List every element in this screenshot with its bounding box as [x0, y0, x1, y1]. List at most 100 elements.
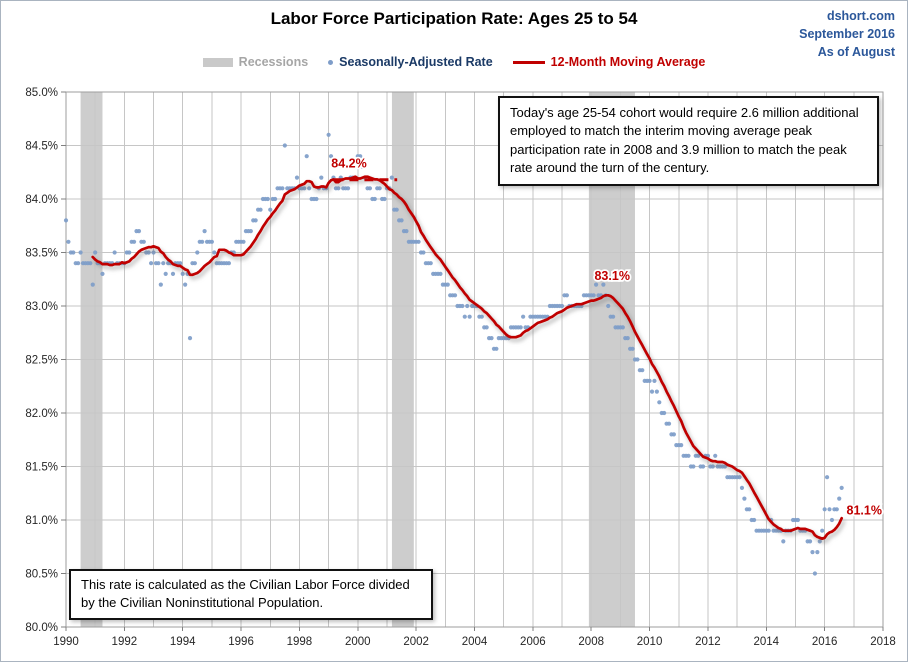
sa-rate-dot	[815, 550, 820, 555]
date-line: September 2016	[799, 27, 895, 41]
y-tick-label: 80.0%	[25, 622, 58, 634]
sa-rate-dot	[662, 410, 667, 416]
legend-label-recessions: Recessions	[238, 55, 309, 69]
sa-rate-dot	[180, 271, 185, 276]
sa-rate-dot	[326, 132, 331, 137]
sa-rate-dot	[90, 282, 95, 287]
y-tick-label: 81.5%	[25, 462, 58, 474]
legend-label-sa-rate: Seasonally-Adjusted Rate	[339, 55, 493, 69]
sa-rate-dot	[807, 539, 813, 544]
sa-rate-dot	[766, 528, 771, 533]
y-tick-label: 81.0%	[25, 515, 58, 527]
sa-rate-dot	[112, 250, 117, 255]
sa-rate-dot	[657, 400, 662, 405]
sa-rate-dot	[161, 261, 166, 266]
sa-rate-dot	[812, 571, 818, 576]
sa-rate-dot	[839, 485, 844, 490]
chart-title: Labor Force Participation Rate: Ages 25 …	[270, 9, 638, 28]
sa-rate-dot	[593, 282, 599, 287]
sa-rate-dot	[136, 229, 142, 234]
sa-rate-dot	[640, 368, 645, 373]
sa-rate-dot	[226, 261, 232, 266]
sa-rate-dot	[452, 293, 458, 298]
sa-rate-dot	[76, 261, 81, 266]
sa-rate-dot	[149, 261, 154, 266]
sa-rate-dot	[810, 550, 815, 555]
sa-rate-dot	[273, 196, 278, 202]
sa-rate-dot	[265, 196, 270, 202]
y-tick-label: 83.5%	[25, 248, 58, 260]
sa-rate-dot	[93, 250, 98, 255]
sa-rate-dot	[345, 186, 351, 191]
sa-rate-dot	[494, 346, 499, 351]
line-swatch-icon	[512, 60, 545, 64]
asof-line: As of August	[817, 45, 895, 59]
scatter-dot-swatch-icon	[328, 59, 334, 65]
sa-rate-dot	[127, 250, 132, 255]
x-tick-label: 2008	[578, 636, 604, 648]
sa-rate-dot	[686, 453, 691, 458]
y-tick-label: 84.5%	[25, 141, 58, 153]
sa-rate-dot	[438, 271, 443, 276]
sa-rate-dot	[610, 314, 616, 319]
y-tick-label: 85.0%	[25, 87, 58, 99]
sa-rate-dot	[389, 175, 394, 180]
sa-rate-dot	[479, 314, 484, 319]
sa-rate-dot	[489, 336, 494, 341]
sa-rate-dot	[666, 421, 672, 426]
annotation-81.1%: 81.1%	[847, 503, 882, 517]
sa-rate-dot	[304, 154, 309, 159]
sa-rate-dot	[280, 186, 285, 191]
sa-rate-dot	[625, 336, 630, 341]
sa-rate-dot	[336, 186, 341, 191]
sa-rate-dot	[399, 218, 404, 223]
sa-rate-dot	[630, 346, 635, 351]
sa-rate-dot	[467, 314, 472, 319]
sa-rate-dot	[71, 250, 76, 255]
sa-rate-dot	[200, 239, 205, 244]
sa-rate-dot	[620, 325, 625, 330]
sa-rate-dot	[647, 378, 652, 383]
sa-rate-dot	[282, 143, 287, 148]
sa-rate-dot	[564, 293, 569, 298]
sa-rate-dot	[258, 207, 263, 212]
sa-rate-dot	[131, 239, 137, 244]
sa-rate-dot	[635, 357, 640, 362]
sa-rate-dot	[241, 239, 246, 244]
sa-rate-dot	[416, 239, 421, 244]
sa-rate-dot	[367, 186, 373, 191]
sa-rate-dot	[78, 250, 83, 255]
annotation-84.2%: 84.2%	[331, 157, 366, 171]
sa-rate-dot	[66, 239, 71, 244]
sa-rate-dot	[170, 271, 176, 276]
sa-rate-dot	[382, 196, 387, 202]
cohort-note-box: Today's age 25-54 cohort would require 2…	[498, 96, 879, 186]
sa-rate-dot	[156, 261, 161, 266]
x-tick-label: 1996	[228, 636, 254, 648]
sa-rate-dot	[606, 303, 611, 309]
sa-rate-dot	[827, 507, 832, 512]
sa-rate-dot	[209, 239, 214, 244]
legend-item-moving-average: 12-Month Moving Average	[512, 55, 705, 69]
sa-rate-dot	[294, 175, 300, 180]
x-tick-label: 1992	[112, 636, 138, 648]
sa-rate-dot	[829, 517, 835, 523]
sa-rate-dot	[649, 389, 655, 394]
sa-rate-dot	[837, 496, 842, 501]
legend-item-sa-rate: Seasonally-Adjusted Rate	[328, 55, 493, 69]
x-tick-label: 1998	[287, 636, 313, 648]
sa-rate-dot	[696, 453, 701, 458]
y-tick-label: 84.0%	[25, 194, 58, 206]
y-tick-label: 83.0%	[25, 301, 58, 313]
calc-note-box: This rate is calculated as the Civilian …	[69, 569, 433, 620]
sa-rate-dot	[268, 207, 273, 212]
sa-rate-dot	[824, 475, 830, 480]
sa-rate-dot	[394, 207, 399, 212]
sa-rate-dot	[88, 261, 93, 266]
sa-rate-dot	[654, 389, 659, 394]
sa-rate-dot	[183, 282, 188, 287]
sa-rate-dot	[421, 250, 426, 255]
sa-rate-dot	[141, 239, 146, 244]
sa-rate-dot	[445, 282, 450, 287]
